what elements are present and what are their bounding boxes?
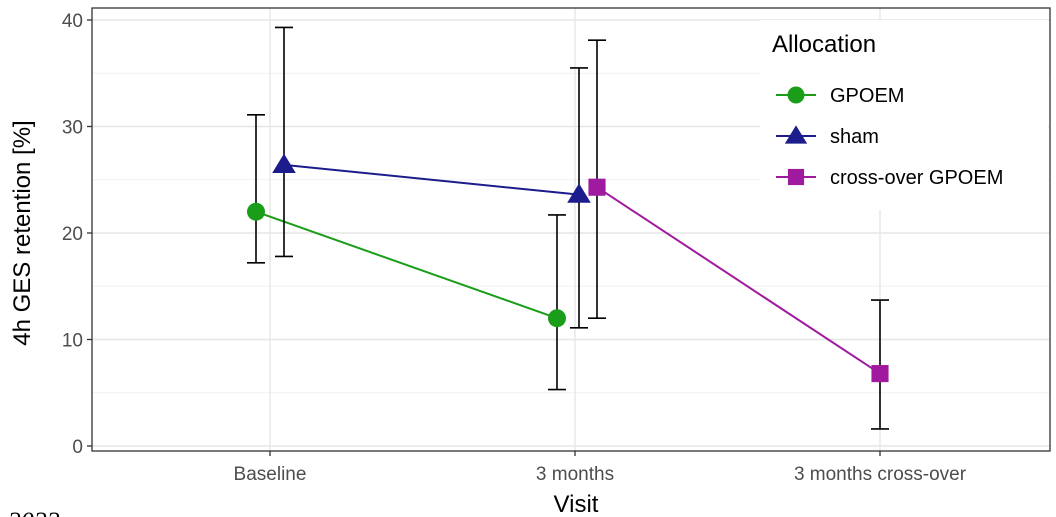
data-point <box>548 309 566 327</box>
y-axis-title: 4h GES retention [%] <box>9 120 36 345</box>
x-tick-label: Baseline <box>234 464 307 485</box>
legend-label: cross-over GPOEM <box>830 167 1003 189</box>
y-tick-label: 40 <box>62 11 83 32</box>
data-point <box>247 203 265 221</box>
y-tick-label: 0 <box>72 437 83 458</box>
x-axis-title: Visit <box>554 491 599 517</box>
x-tick-label: 3 months cross-over <box>794 464 967 485</box>
legend-title: Allocation <box>772 31 876 58</box>
data-point <box>588 179 605 196</box>
legend-label: GPOEM <box>830 85 904 107</box>
y-tick-label: 20 <box>62 224 83 245</box>
legend-key-marker <box>788 87 805 104</box>
x-tick-label: 3 months <box>536 464 614 485</box>
legend-key-marker <box>788 169 804 185</box>
y-tick-label: 10 <box>62 331 83 352</box>
corner-text: t 2022 <box>0 507 60 517</box>
y-tick-label: 30 <box>62 118 83 139</box>
legend-label: sham <box>830 126 879 148</box>
data-point <box>871 365 888 382</box>
legend: Allocation GPOEM sham cross-over GPOEM <box>760 20 1048 210</box>
